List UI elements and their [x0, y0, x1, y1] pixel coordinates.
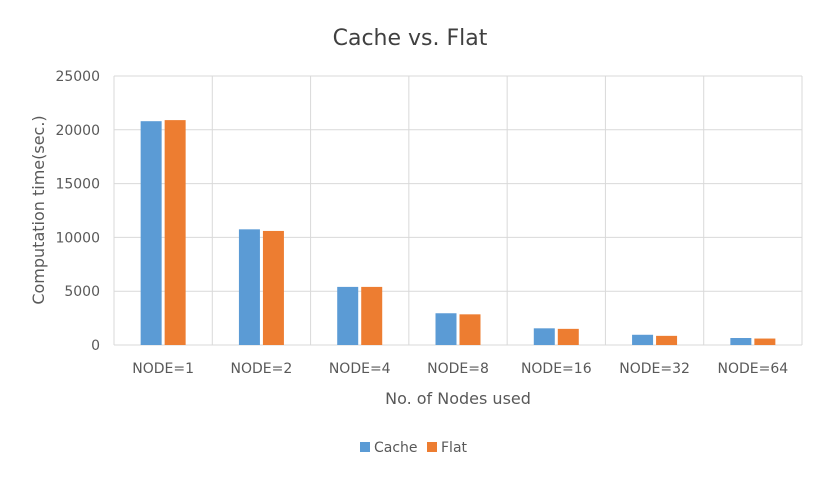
bar-cache-node=64 [730, 338, 752, 345]
y-axis-title: Computation time(sec.) [29, 115, 48, 304]
legend-swatch-flat [427, 442, 437, 452]
x-tick-label: NODE=4 [329, 361, 391, 377]
x-tick-label: NODE=8 [427, 361, 489, 377]
bar-flat-node=32 [656, 335, 678, 345]
y-tick-label: 20000 [55, 123, 100, 139]
legend-swatch-cache [360, 442, 370, 452]
x-tick-labels: NODE=1 NODE=2 NODE=4 NODE=8 NODE=16 NODE=32 NO… [132, 361, 788, 377]
x-tick-label: NODE=2 [231, 361, 293, 377]
bar-flat-node=64 [754, 338, 776, 345]
bar-cache-node=1 [140, 121, 162, 345]
chart-title: Cache vs. Flat [333, 26, 488, 51]
y-tick-label: 5000 [64, 284, 100, 300]
bar-cache-node=16 [533, 328, 555, 345]
bar-cache-node=8 [435, 313, 457, 345]
legend: Cache Flat [360, 440, 468, 456]
bar-flat-node=8 [459, 314, 481, 345]
gridlines [113, 75, 803, 346]
y-tick-label: 15000 [55, 177, 100, 193]
bar-flat-node=16 [557, 328, 579, 345]
bar-cache-node=4 [337, 286, 359, 345]
x-tick-label: NODE=16 [521, 361, 592, 377]
y-tick-label: 10000 [55, 230, 100, 246]
y-tick-label: 0 [91, 338, 100, 354]
bars [140, 120, 776, 345]
x-tick-label: NODE=32 [619, 361, 690, 377]
x-tick-label: NODE=64 [718, 361, 789, 377]
y-tick-labels: 0 5000 10000 15000 20000 25000 [55, 69, 100, 354]
bar-cache-node=2 [238, 229, 260, 345]
legend-label-cache: Cache [374, 440, 418, 456]
y-tick-label: 25000 [55, 69, 100, 85]
x-tick-label: NODE=1 [132, 361, 194, 377]
legend-label-flat: Flat [441, 440, 468, 456]
bar-flat-node=2 [262, 230, 284, 345]
x-axis-title: No. of Nodes used [385, 389, 531, 408]
bar-cache-node=32 [632, 334, 654, 345]
bar-flat-node=1 [164, 120, 186, 345]
bar-flat-node=4 [361, 286, 383, 345]
